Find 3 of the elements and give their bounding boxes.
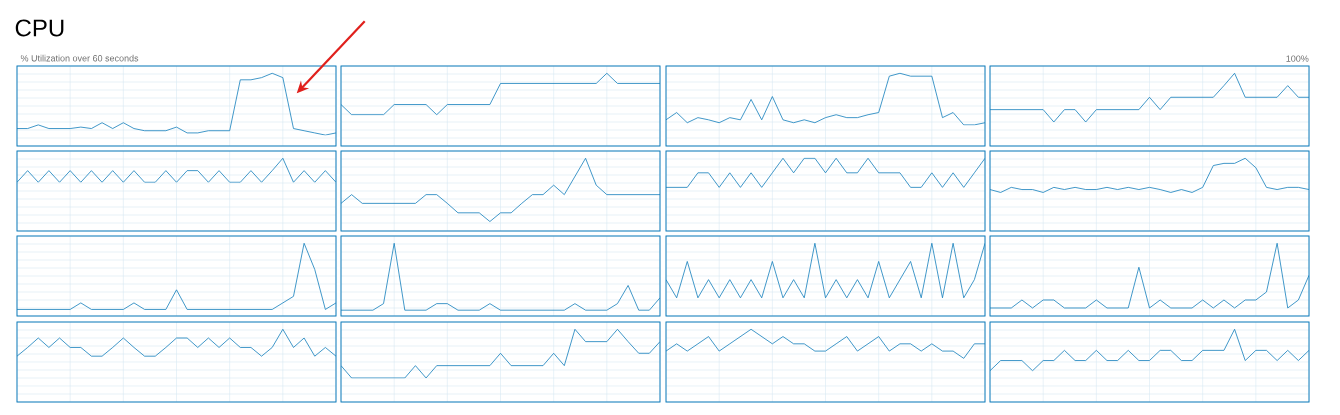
y-axis-title: % Utilization over 60 seconds: [20, 54, 139, 62]
text: 100%: [1286, 55, 1309, 62]
chart-title: CPU: [15, 19, 64, 37]
